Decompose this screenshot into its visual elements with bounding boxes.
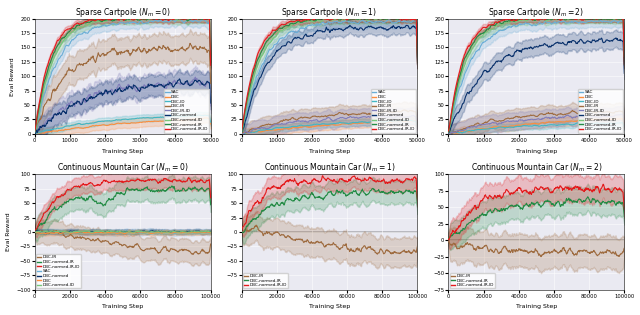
Title: Continuous Mountain Car ($N_m = 2$): Continuous Mountain Car ($N_m = 2$) [470,162,602,175]
Y-axis label: Eval Reward: Eval Reward [6,213,10,251]
X-axis label: Training Step: Training Step [102,304,143,309]
Title: Sparse Cartpole ($N_m = 2$): Sparse Cartpole ($N_m = 2$) [488,6,584,19]
X-axis label: Training Step: Training Step [309,149,350,154]
Y-axis label: Eval Reward: Eval Reward [10,57,15,95]
X-axis label: Training Step: Training Step [309,304,350,309]
X-axis label: Training Step: Training Step [102,149,143,154]
X-axis label: Training Step: Training Step [516,149,557,154]
Title: Sparse Cartpole ($N_m = 1$): Sparse Cartpole ($N_m = 1$) [282,6,378,19]
Title: Sparse Cartpole ($N_m = 0$): Sparse Cartpole ($N_m = 0$) [75,6,171,19]
Legend: SAC, DBC, DBC-ID, DBC-IR, DBC-IR-ID, DBC-normed, DBC-normed-ID, DBC-normed-IR, D: SAC, DBC, DBC-ID, DBC-IR, DBC-IR-ID, DBC… [371,89,416,133]
Legend: SAC, DBC, DBC-ID, DBC-IR, DBC-IR-ID, DBC-normed, DBC-normed-ID, DBC-normed-IR, D: SAC, DBC, DBC-ID, DBC-IR, DBC-IR-ID, DBC… [578,89,623,133]
Legend: DBC-IR, DBC-normed-IR, DBC-normed-IR-ID, SAC, DBC-normed, DBC, DBC-normed-ID: DBC-IR, DBC-normed-IR, DBC-normed-IR-ID,… [36,254,81,289]
Legend: DBC-IR, DBC-normed-IR, DBC-normed-IR-ID: DBC-IR, DBC-normed-IR, DBC-normed-IR-ID [243,273,288,289]
Legend: SAC, DBC, DBC-ID, DBC-IR, DBC-IR-ID, DBC-normed, DBC-normed-ID, DBC-normed-IR, D: SAC, DBC, DBC-ID, DBC-IR, DBC-IR-ID, DBC… [164,89,209,133]
Title: Continuous Mountain Car ($N_m = 1$): Continuous Mountain Car ($N_m = 1$) [264,162,396,175]
Legend: DBC-IR, DBC-normed-IR, DBC-normed-IR-ID: DBC-IR, DBC-normed-IR, DBC-normed-IR-ID [450,273,495,289]
X-axis label: Training Step: Training Step [516,304,557,309]
Title: Continuous Mountain Car ($N_m = 0$): Continuous Mountain Car ($N_m = 0$) [57,162,189,175]
